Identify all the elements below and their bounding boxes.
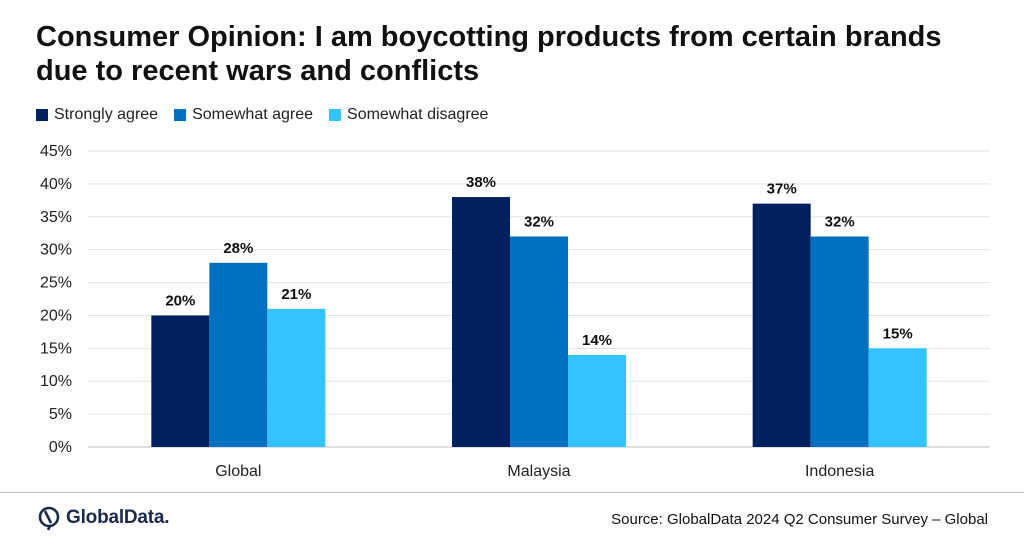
x-tick-label: Global [215,463,261,480]
logo-text: GlobalData. [66,507,170,528]
y-tick-label: 40% [40,176,72,193]
bar [452,197,510,447]
y-tick-label: 15% [40,340,72,357]
footer-divider [0,492,1024,493]
data-label: 15% [883,325,913,342]
bar [752,203,811,447]
data-label: 20% [165,292,195,309]
legend-label-somewhat-disagree: Somewhat disagree [347,106,489,123]
legend-item-somewhat-disagree: Somewhat disagree [329,106,488,124]
data-label: 32% [825,214,855,231]
legend-item-somewhat-agree: Somewhat agree [174,106,313,124]
legend-swatch-strongly-agree [36,109,48,121]
source-note: Source: GlobalData 2024 Q2 Consumer Surv… [611,511,988,528]
bar [810,236,869,447]
bar [568,354,626,447]
y-tick-label: 20% [40,307,72,324]
legend-swatch-somewhat-agree [174,109,187,121]
bar [267,308,326,447]
data-label: 32% [524,214,554,231]
y-tick-label: 30% [40,242,72,259]
legend-item-strongly-agree: Strongly agree [36,106,158,124]
legend-label-strongly-agree: Strongly agree [54,106,159,123]
y-tick-label: 10% [40,373,72,390]
y-tick-label: 25% [40,275,72,292]
data-label: 38% [466,174,496,191]
y-tick-label: 45% [40,143,72,160]
x-tick-label: Indonesia [805,463,874,480]
x-tick-label: Malaysia [507,463,570,480]
y-tick-label: 35% [40,209,72,226]
globaldata-logo: GlobalData. [36,505,170,531]
data-label: 21% [281,286,311,303]
chart-title: Consumer Opinion: I am boycotting produc… [36,21,942,87]
bar [209,262,268,447]
legend-swatch-somewhat-disagree [329,109,342,121]
data-label: 28% [223,240,253,257]
data-label: 37% [767,181,797,198]
globaldata-logo-icon [38,506,60,531]
legend-label-somewhat-agree: Somewhat agree [192,106,314,123]
bar [510,236,568,447]
y-tick-label: 5% [49,406,72,423]
bar [868,348,927,447]
legend: Strongly agree Somewhat agree Somewhat d… [36,104,488,126]
bar-chart: 0% 5% 10% 15% 20% 25% 30% 35% 40% 45% 20% 28% 21% Glo… [40,143,990,480]
bar [151,315,210,447]
y-tick-label: 0% [49,439,72,456]
data-label: 14% [582,332,612,349]
